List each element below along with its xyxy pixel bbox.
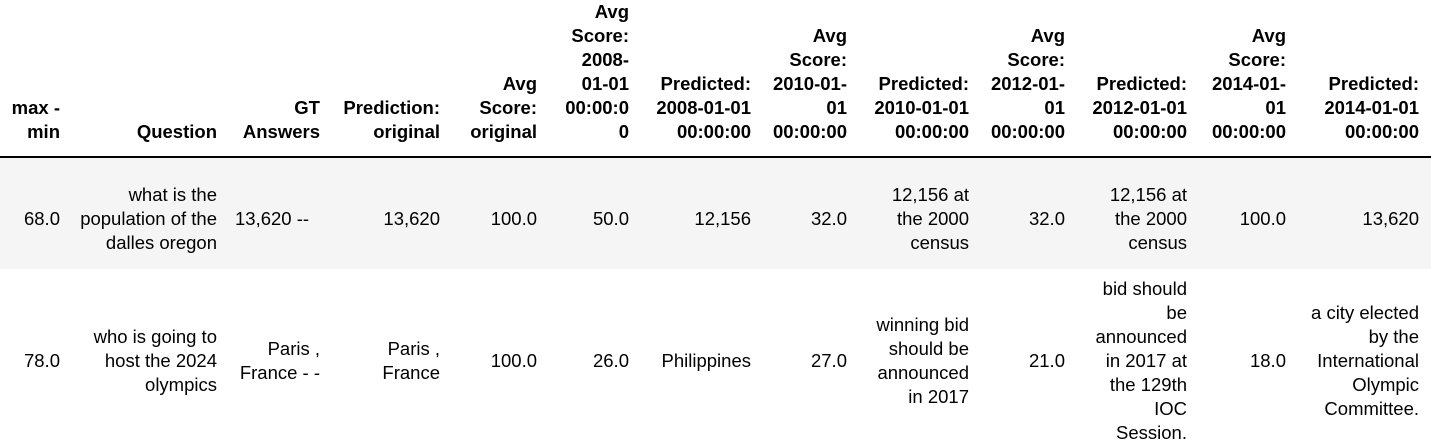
cell-gt-answers: 13,620 -- [235,207,310,229]
cell-avg-score-2008: 50.0 [592,207,629,229]
column-header-avg-score-2008: Avg Score: 2008-01-01 00:00:00 [565,1,629,142]
cell-avg-score-2012: 21.0 [1028,350,1065,371]
cell-predicted-2010: winning bid should be announced in 2017 [876,314,969,407]
cell-gt-answers: Paris , France - - [239,338,320,383]
header-row: max - min Question GT Answers Prediction… [0,0,1431,157]
cell-predicted-2014: a city elected by the International Olym… [1311,302,1419,419]
cell-predicted-2008: 12,156 [694,207,751,229]
column-header-question: Question [136,121,217,142]
cell-avg-score-2014: 100.0 [1239,207,1286,229]
cell-predicted-2014: 13,620 [1362,207,1419,229]
column-header-predicted-2008: Predicted: 2008-01-01 00:00:00 [656,73,751,142]
cell-predicted-2008: Philippines [661,350,751,371]
column-header-avg-score-original: Avg Score: original [470,73,537,142]
cell-predicted-2010: 12,156 at the 2000 census [891,183,969,253]
column-header-predicted-2012: Predicted: 2012-01-01 00:00:00 [1092,73,1187,142]
cell-question: what is the population of the dalles ore… [80,183,217,253]
table-row: 68.0 what is the population of the dalle… [0,157,1431,269]
cell-predicted-2012: 12,156 at the 2000 census [1109,183,1187,253]
cell-max-min: 68.0 [23,207,60,229]
cell-avg-score-2014: 18.0 [1249,350,1286,371]
column-header-avg-score-2012: Avg Score: 2012-01-01 00:00:00 [990,25,1065,142]
cell-max-min: 78.0 [23,350,60,371]
cell-avg-score-2008: 26.0 [592,350,629,371]
cell-avg-score-original: 100.0 [490,350,537,371]
column-header-predicted-2010: Predicted: 2010-01-01 00:00:00 [874,73,969,142]
cell-avg-score-original: 100.0 [490,207,537,229]
column-header-gt-answers: GT Answers [242,97,320,142]
cell-avg-score-2012: 32.0 [1028,207,1065,229]
table-row: 78.0 who is going to host the 2024 olymp… [0,269,1431,445]
cell-question: who is going to host the 2024 olympics [93,326,217,395]
cell-prediction-original: 13,620 [383,207,440,229]
cell-prediction-original: Paris , France [382,338,440,383]
column-header-avg-score-2010: Avg Score: 2010-01-01 00:00:00 [772,25,847,142]
column-header-predicted-2014: Predicted: 2014-01-01 00:00:00 [1324,73,1419,142]
column-header-max-min: max - min [11,97,60,142]
cell-avg-score-2010: 27.0 [810,350,847,371]
cell-predicted-2012: bid should be announced in 2017 at the 1… [1095,278,1187,443]
column-header-avg-score-2014: Avg Score: 2014-01-01 00:00:00 [1211,25,1286,142]
column-header-prediction-original: Prediction: original [343,97,440,142]
cell-avg-score-2010: 32.0 [810,207,847,229]
